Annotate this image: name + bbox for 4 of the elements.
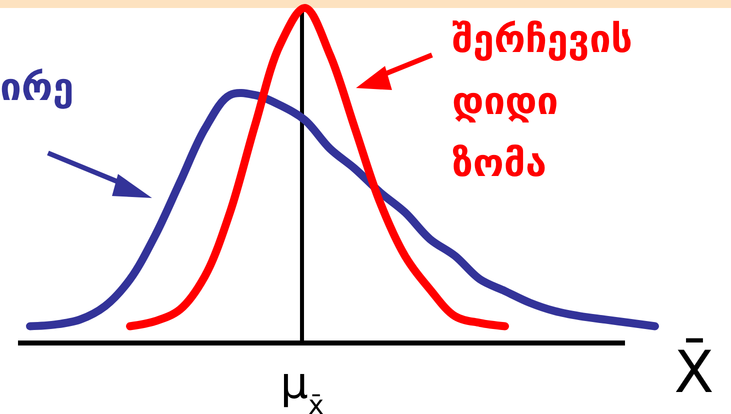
x-axis-title: X̄ bbox=[674, 337, 714, 406]
annotation: შერჩევის დიდი ზომა bbox=[452, 17, 632, 185]
text: μ$_{x̄}$ bbox=[280, 358, 324, 414]
annotation: ირე bbox=[0, 65, 74, 109]
